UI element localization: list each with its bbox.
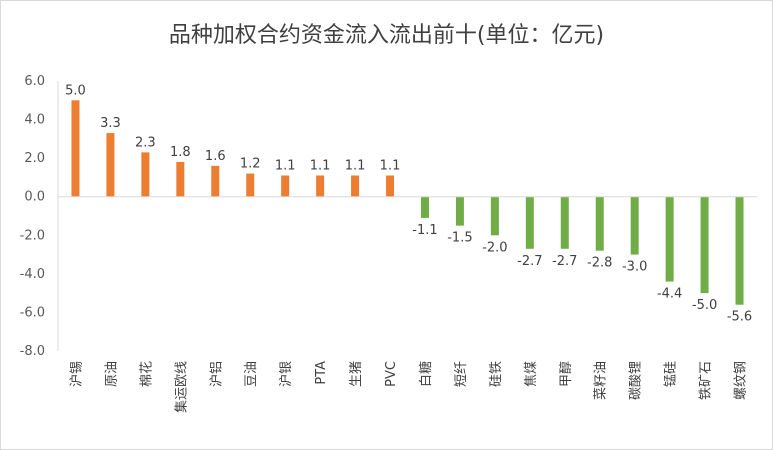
bar bbox=[211, 165, 220, 197]
category-label: 原油 bbox=[104, 361, 119, 387]
category-label: 螺纹钢 bbox=[734, 361, 749, 400]
data-label: 1.2 bbox=[240, 157, 261, 172]
bar bbox=[595, 196, 604, 251]
bar bbox=[281, 175, 290, 197]
bar bbox=[735, 196, 744, 305]
category-label: 沪银 bbox=[278, 361, 294, 387]
category-label: 集运欧线 bbox=[173, 361, 189, 413]
data-label: -1.1 bbox=[412, 223, 437, 238]
bar bbox=[420, 196, 429, 218]
category-label: 硅铁 bbox=[489, 361, 504, 387]
y-tick-label: 0.0 bbox=[24, 190, 45, 205]
bar bbox=[246, 173, 255, 197]
category-label: 菜籽油 bbox=[594, 361, 609, 400]
category-label: PTA bbox=[314, 361, 329, 385]
data-label: -2.7 bbox=[517, 254, 542, 269]
data-label: 5.0 bbox=[65, 83, 86, 98]
category-label: 短纤 bbox=[454, 361, 469, 387]
category-label: 生猪 bbox=[349, 361, 364, 387]
category-label: 碳酸锂 bbox=[629, 361, 644, 400]
bar bbox=[560, 196, 569, 249]
y-tick-label: -2.0 bbox=[20, 228, 45, 243]
bar bbox=[386, 175, 395, 197]
data-label: -5.6 bbox=[727, 310, 752, 325]
category-label: 沪锡 bbox=[68, 361, 84, 387]
data-label: 2.3 bbox=[135, 135, 156, 150]
chart-title: 品种加权合约资金流入流出前十(单位：亿元) bbox=[168, 23, 605, 48]
y-tick-label: -4.0 bbox=[20, 267, 45, 282]
category-label: 白糖 bbox=[418, 361, 434, 387]
y-tick-label: 6.0 bbox=[24, 74, 45, 89]
category-label: 焦煤 bbox=[524, 361, 539, 387]
data-label: 3.3 bbox=[100, 116, 121, 131]
category-label: 甲醇 bbox=[558, 361, 574, 387]
bar bbox=[141, 152, 150, 197]
data-label: 1.6 bbox=[205, 149, 226, 164]
category-label: 锰硅 bbox=[664, 361, 679, 387]
bar bbox=[630, 196, 639, 255]
data-label: -1.5 bbox=[447, 231, 472, 246]
data-labels: 5.0 3.3 2.3 1.8 1.6 1.2 1.1 1.1 1.1 1.1 -1.1 -1.5 -2… bbox=[65, 83, 752, 324]
category-label: 铁矿石 bbox=[699, 361, 714, 400]
bar bbox=[106, 133, 115, 197]
data-label: -2.7 bbox=[552, 254, 577, 269]
data-label: -4.4 bbox=[657, 287, 682, 302]
bar bbox=[700, 196, 709, 294]
category-label: 棉花 bbox=[138, 361, 154, 387]
category-label: 豆油 bbox=[244, 361, 259, 387]
y-tick-label: 2.0 bbox=[24, 151, 45, 166]
y-axis: 6.0 4.0 2.0 0.0 -2.0 -4.0 -6.0 -8.0 bbox=[20, 74, 45, 359]
data-label: 1.1 bbox=[275, 159, 296, 174]
data-label: 1.8 bbox=[170, 145, 191, 160]
bar bbox=[525, 196, 534, 249]
data-label: -2.0 bbox=[482, 240, 507, 255]
bar bbox=[490, 196, 499, 236]
bar bbox=[455, 196, 464, 226]
data-label: -3.0 bbox=[622, 260, 647, 275]
bar bbox=[351, 175, 360, 197]
bar bbox=[71, 100, 80, 197]
y-tick-label: 4.0 bbox=[24, 113, 45, 128]
category-labels: 沪锡 原油 棉花 集运欧线 沪铝 豆油 沪银 PTA 生猪 PVC 白糖 短纤 硅铁 焦煤 甲醇 菜籽油 碳酸锂… bbox=[68, 361, 748, 413]
data-label: -2.8 bbox=[587, 256, 612, 271]
category-label: 沪铝 bbox=[208, 361, 224, 387]
data-label: 1.1 bbox=[310, 159, 331, 174]
bar bbox=[316, 175, 325, 197]
data-label: -5.0 bbox=[692, 298, 717, 313]
y-tick-label: -8.0 bbox=[20, 344, 45, 359]
bars bbox=[71, 100, 744, 305]
category-label: PVC bbox=[384, 361, 399, 387]
bar bbox=[665, 196, 674, 282]
y-tick-label: -6.0 bbox=[20, 305, 45, 320]
bar bbox=[176, 162, 185, 197]
data-label: 1.1 bbox=[345, 159, 366, 174]
data-label: 1.1 bbox=[380, 159, 401, 174]
